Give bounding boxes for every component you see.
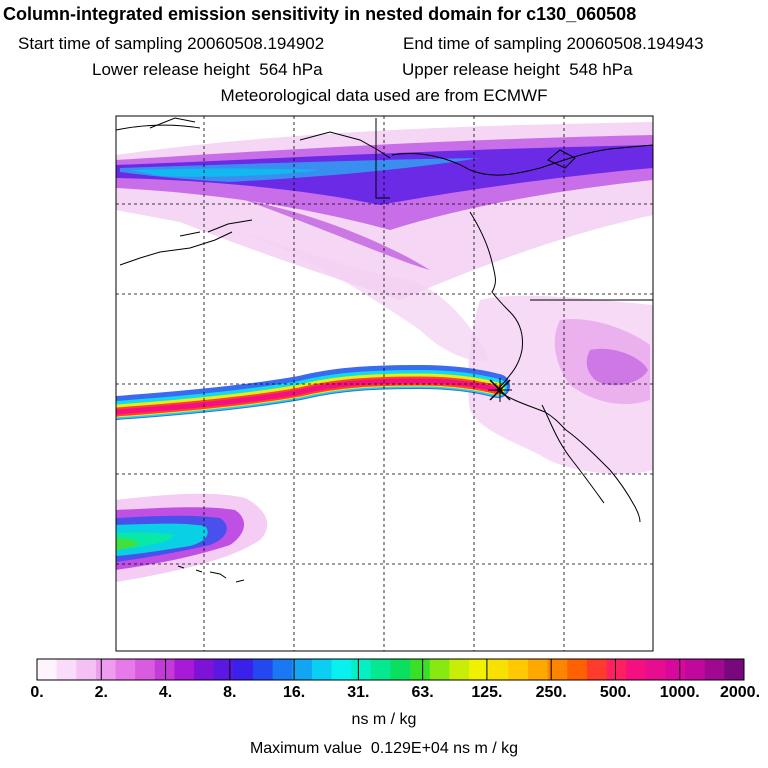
colorbar-swatch	[685, 659, 706, 680]
colorbar-unit: ns m / kg	[351, 711, 417, 728]
colorbar-label: 8.	[223, 684, 237, 701]
coastlines	[116, 117, 653, 583]
sampling-start: Start time of sampling 20060508.194902	[18, 34, 325, 53]
colorbar-label: 16.	[282, 684, 306, 701]
colorbar-swatch	[626, 659, 647, 680]
colorbar-swatch	[351, 659, 372, 680]
met-data-note: Meteorological data used are from ECMWF	[220, 86, 548, 105]
colorbar-swatch	[527, 659, 549, 680]
release-upper: Upper release height 548 hPa	[402, 60, 633, 79]
colorbar-swatch	[645, 659, 666, 680]
transport-trajectory	[116, 364, 510, 420]
colorbar-label: 1000.	[659, 684, 700, 701]
colorbar-swatch	[449, 659, 470, 680]
colorbar-swatch	[586, 659, 608, 680]
colorbar-swatch	[115, 659, 136, 680]
colorbar-label: 500.	[599, 684, 632, 701]
colorbar-swatch	[56, 659, 77, 680]
colorbar-swatch	[233, 659, 254, 680]
colorbar-swatch	[488, 659, 509, 680]
colorbar-swatch	[76, 659, 97, 680]
colorbar-label: 2000.	[719, 684, 761, 701]
sampling-end: End time of sampling 20060508.194943	[403, 34, 704, 53]
colorbar-swatch	[665, 659, 686, 680]
chart-title: Column-integrated emission sensitivity i…	[3, 4, 637, 24]
colorbar-swatch	[213, 659, 234, 680]
north-sensitivity-plume	[116, 122, 653, 361]
colorbar-label: 125.	[471, 684, 503, 701]
colorbar-swatch	[410, 659, 431, 680]
colorbar-swatch	[547, 659, 568, 680]
colorbar-swatch	[311, 659, 333, 680]
colorbar-swatch	[508, 659, 529, 680]
colorbar-frame	[36, 658, 745, 681]
colorbar-swatch	[194, 659, 215, 680]
colorbar-swatch	[37, 659, 58, 680]
colorbar-swatch	[606, 659, 627, 680]
colorbar-swatch	[174, 659, 195, 680]
colorbar	[36, 658, 745, 681]
colorbar-swatch	[95, 659, 117, 680]
colorbar-swatch	[331, 659, 352, 680]
land-sensitivity	[468, 295, 653, 475]
colorbar-swatch	[469, 659, 490, 680]
maximum-value: Maximum value 0.129E+04 ns m / kg	[249, 740, 519, 757]
colorbar-swatch	[724, 659, 745, 680]
colorbar-swatch	[370, 659, 391, 680]
colorbar-swatch	[567, 659, 588, 680]
colorbar-swatch	[154, 659, 175, 680]
lat-lon-grid	[116, 116, 653, 651]
colorbar-label: 4.	[158, 684, 173, 701]
colorbar-swatch	[390, 659, 411, 680]
release-point-marker	[488, 378, 512, 402]
southwest-plume	[116, 493, 268, 582]
colorbar-swatch	[272, 659, 293, 680]
colorbar-label: 2.	[94, 684, 108, 701]
map-frame	[115, 115, 654, 652]
colorbar-swatch	[292, 659, 313, 680]
colorbar-swatch	[429, 659, 450, 680]
colorbar-label: 0.	[30, 684, 44, 701]
colorbar-swatch	[704, 659, 725, 680]
colorbar-label: 31.	[347, 684, 370, 701]
colorbar-label: 63.	[411, 684, 434, 701]
colorbar-swatch	[135, 659, 156, 680]
map-content	[116, 117, 653, 583]
release-lower: Lower release height 564 hPa	[92, 60, 323, 79]
colorbar-label: 250.	[535, 684, 567, 701]
colorbar-swatch	[253, 659, 274, 680]
